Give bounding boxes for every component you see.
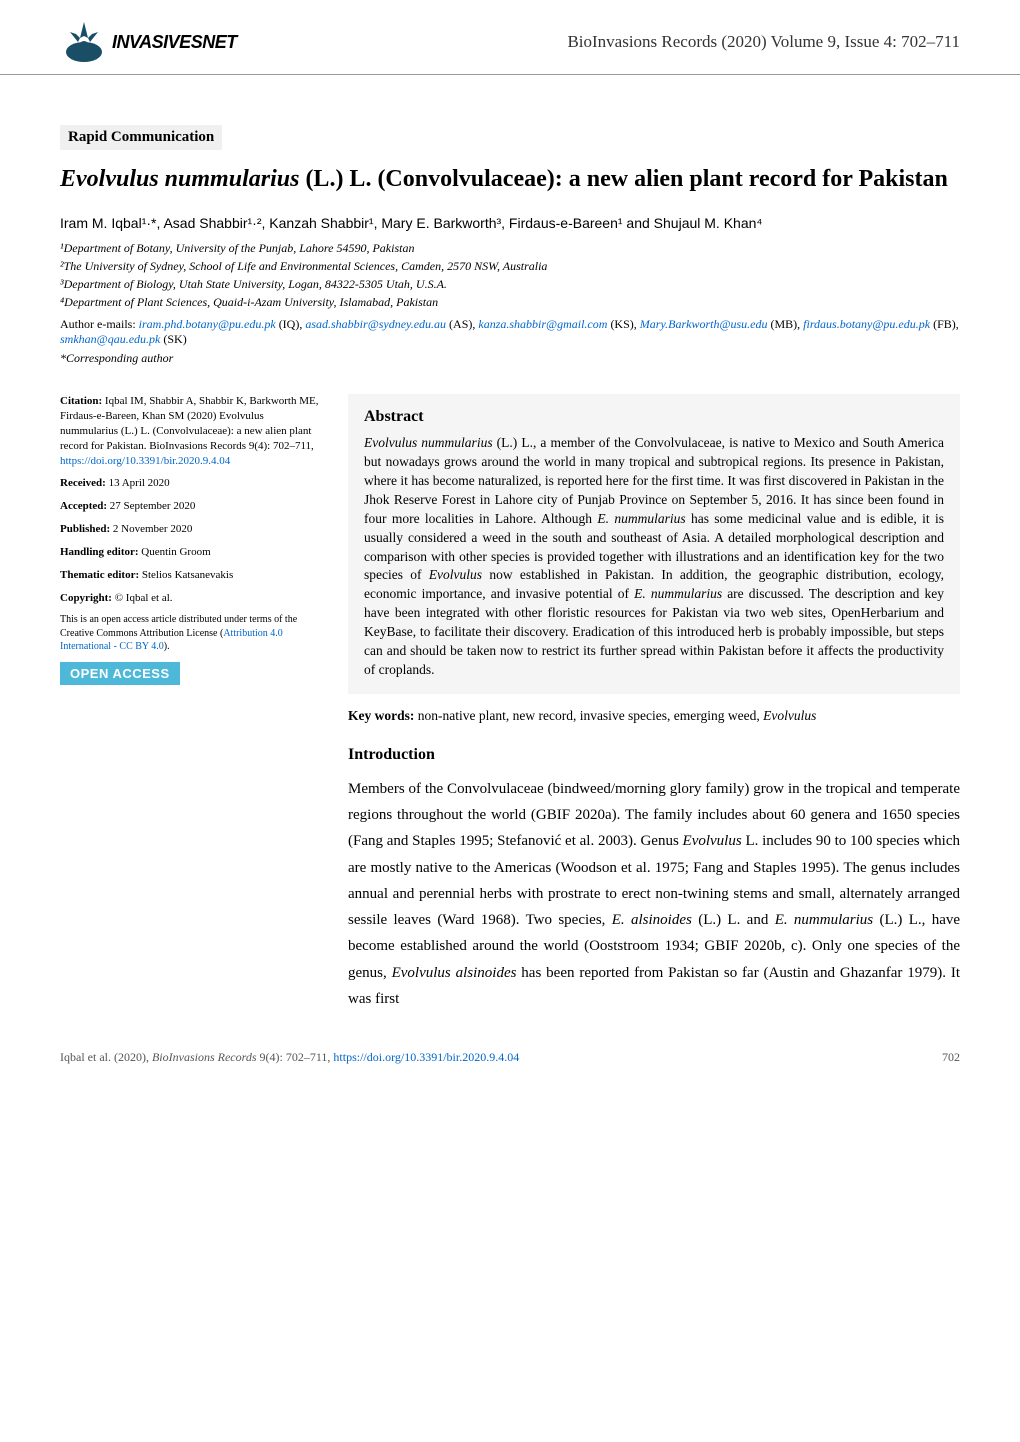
copyright-text: © Iqbal et al.: [112, 592, 173, 604]
article-content: Rapid Communication Evolvulus nummulariu…: [0, 75, 1020, 1032]
received-line: Received: 13 April 2020: [60, 476, 320, 491]
page-header: INVASIVESNET BioInvasions Records (2020)…: [0, 0, 1020, 75]
author-initials: (SK): [163, 332, 186, 346]
citation-doi-link[interactable]: https://doi.org/10.3391/bir.2020.9.4.04: [60, 455, 230, 467]
abstract-box: Abstract Evolvulus nummularius (L.) L., …: [348, 394, 960, 694]
introduction-heading: Introduction: [348, 746, 960, 764]
main-column: Abstract Evolvulus nummularius (L.) L., …: [348, 394, 960, 1012]
author-email-link[interactable]: asad.shabbir@sydney.edu.au: [305, 317, 446, 331]
license-close: ).: [164, 641, 170, 652]
introduction-body: Members of the Convolvulaceae (bindweed/…: [348, 776, 960, 1012]
abstract-text: Evolvulus nummularius (L.) L., a member …: [364, 434, 944, 680]
article-title: Evolvulus nummularius (L.) L. (Convolvul…: [60, 164, 960, 195]
thematic-editor-name: Stelios Katsanevakis: [139, 569, 233, 581]
page-footer: Iqbal et al. (2020), BioInvasions Record…: [0, 1032, 1020, 1083]
received-label: Received:: [60, 477, 106, 489]
keywords-line: Key words: non-native plant, new record,…: [348, 708, 960, 724]
author-initials: (AS): [449, 317, 472, 331]
author-list: Iram M. Iqbal¹·*, Asad Shabbir¹·², Kanza…: [60, 215, 960, 231]
author-initials: (MB): [770, 317, 797, 331]
author-initials: (KS): [610, 317, 633, 331]
author-email-link[interactable]: kanza.shabbir@gmail.com: [478, 317, 607, 331]
affiliation-line: ¹Department of Botany, University of the…: [60, 239, 960, 257]
author-email-link[interactable]: iram.phd.botany@pu.edu.pk: [139, 317, 276, 331]
affiliation-line: ²The University of Sydney, School of Lif…: [60, 257, 960, 275]
copyright-label: Copyright:: [60, 592, 112, 604]
section-label: Rapid Communication: [60, 125, 222, 150]
two-column-layout: Citation: Iqbal IM, Shabbir A, Shabbir K…: [60, 394, 960, 1012]
citation-block: Citation: Iqbal IM, Shabbir A, Shabbir K…: [60, 394, 320, 468]
published-line: Published: 2 November 2020: [60, 522, 320, 537]
affiliations: ¹Department of Botany, University of the…: [60, 239, 960, 311]
author-initials: (IQ): [279, 317, 300, 331]
abstract-heading: Abstract: [364, 408, 944, 426]
footer-page-number: 702: [942, 1050, 960, 1065]
invasivesnet-logo-icon: [60, 18, 108, 66]
handling-editor-name: Quentin Groom: [139, 546, 211, 558]
journal-volume-info: BioInvasions Records (2020) Volume 9, Is…: [567, 32, 960, 52]
copyright-line: Copyright: © Iqbal et al.: [60, 591, 320, 606]
author-email-link[interactable]: Mary.Barkworth@usu.edu: [640, 317, 768, 331]
handling-editor-line: Handling editor: Quentin Groom: [60, 545, 320, 560]
footer-citation: Iqbal et al. (2020), BioInvasions Record…: [60, 1050, 519, 1065]
journal-logo: INVASIVESNET: [60, 18, 237, 66]
author-email-link[interactable]: smkhan@qau.edu.pk: [60, 332, 160, 346]
handling-editor-label: Handling editor:: [60, 546, 139, 558]
author-email-link[interactable]: firdaus.botany@pu.edu.pk: [803, 317, 930, 331]
open-access-badge: OPEN ACCESS: [60, 662, 180, 685]
received-date: 13 April 2020: [106, 477, 170, 489]
accepted-label: Accepted:: [60, 500, 107, 512]
accepted-date: 27 September 2020: [107, 500, 195, 512]
footer-doi-link[interactable]: https://doi.org/10.3391/bir.2020.9.4.04: [333, 1050, 519, 1064]
citation-label: Citation:: [60, 395, 102, 407]
published-date: 2 November 2020: [110, 523, 192, 535]
author-emails-prefix: Author e-mails:: [60, 317, 139, 331]
journal-logo-text: INVASIVESNET: [112, 32, 237, 53]
author-emails: Author e-mails: iram.phd.botany@pu.edu.p…: [60, 317, 960, 347]
keywords-label: Key words:: [348, 708, 414, 723]
affiliation-line: ³Department of Biology, Utah State Unive…: [60, 275, 960, 293]
affiliation-line: ⁴Department of Plant Sciences, Quaid-i-A…: [60, 293, 960, 311]
author-initials: (FB): [933, 317, 956, 331]
corresponding-author-note: *Corresponding author: [60, 351, 960, 366]
published-label: Published:: [60, 523, 110, 535]
thematic-editor-label: Thematic editor:: [60, 569, 139, 581]
metadata-sidebar: Citation: Iqbal IM, Shabbir A, Shabbir K…: [60, 394, 320, 1012]
keywords-text: non-native plant, new record, invasive s…: [414, 708, 816, 723]
thematic-editor-line: Thematic editor: Stelios Katsanevakis: [60, 568, 320, 583]
accepted-line: Accepted: 27 September 2020: [60, 499, 320, 514]
footer-left: Iqbal et al. (2020), BioInvasions Record…: [60, 1050, 333, 1064]
license-block: This is an open access article distribut…: [60, 613, 320, 654]
